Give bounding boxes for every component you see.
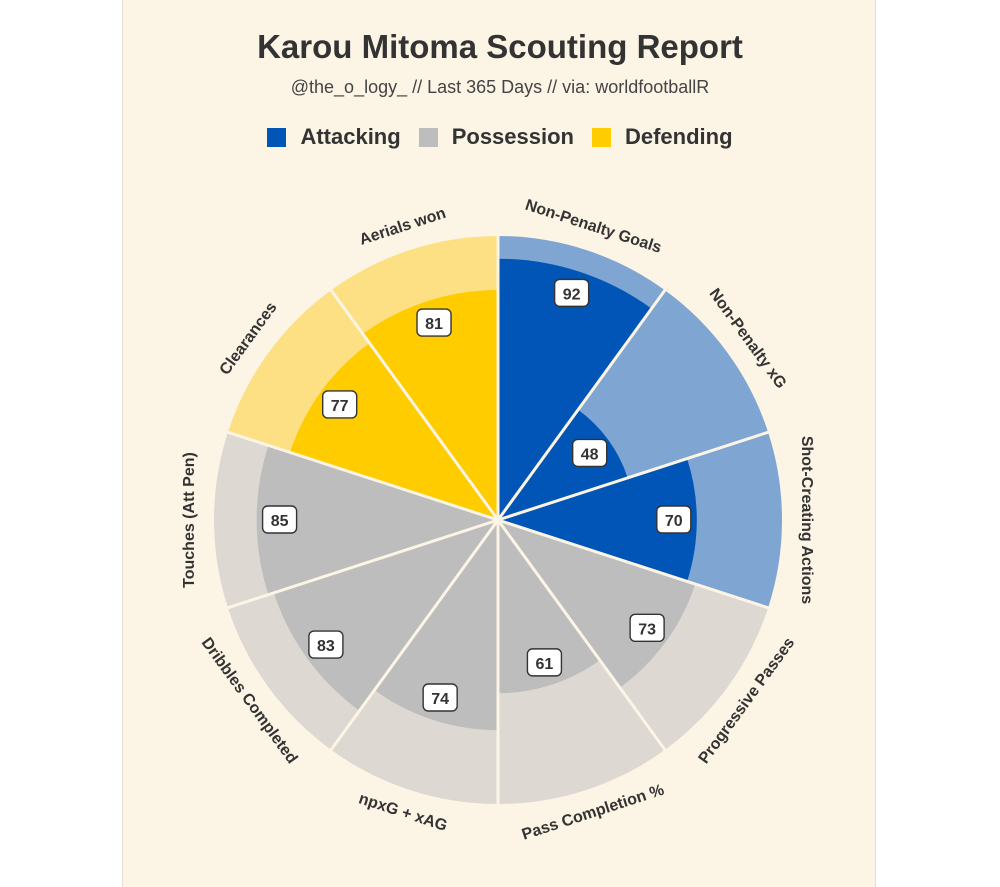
value-box bbox=[553, 278, 590, 308]
value-box bbox=[321, 390, 358, 419]
value-label-dribbles-completed: 83 bbox=[308, 630, 344, 659]
legend-swatch-defending bbox=[591, 127, 611, 147]
bar-dribbles-completed bbox=[273, 520, 498, 711]
legend-item-defending: Defending bbox=[591, 124, 733, 150]
value-text: 61 bbox=[536, 656, 554, 673]
slice-bars bbox=[256, 258, 697, 731]
legend-label-defending: Defending bbox=[624, 124, 733, 149]
value-label-pass-completion: 61 bbox=[526, 648, 563, 677]
legend: Attacking Possession Defending bbox=[0, 124, 1000, 150]
category-label-touches-att-pen: Touches (Att Pen) bbox=[181, 452, 198, 588]
chart-title: Karou Mitoma Scouting Report bbox=[257, 28, 743, 65]
slice-dividers bbox=[226, 235, 770, 805]
divider-line bbox=[226, 518, 499, 610]
category-label-shot-creating-actions: Shot-Creating Actions bbox=[798, 436, 815, 604]
divider-line bbox=[329, 519, 500, 752]
value-label-npxg-xag: 74 bbox=[422, 683, 458, 712]
chart-subtitle: @the_o_logy_ // Last 365 Days // via: wo… bbox=[290, 77, 710, 97]
legend-swatch-possession bbox=[418, 127, 438, 147]
bar-npxg-xag bbox=[374, 520, 498, 731]
legend-label-possession: Possession bbox=[451, 124, 574, 149]
value-label-touches-att-pen: 85 bbox=[261, 505, 298, 534]
divider-line bbox=[226, 430, 499, 522]
value-box bbox=[416, 308, 452, 337]
value-label-non-penalty-xg: 48 bbox=[571, 438, 608, 468]
value-box bbox=[308, 630, 344, 659]
value-box bbox=[526, 648, 563, 677]
value-box bbox=[571, 438, 608, 468]
divider-line bbox=[496, 288, 667, 521]
value-text: 92 bbox=[563, 286, 581, 303]
bar-non-penalty-xg bbox=[498, 409, 628, 520]
bar-shot-creating-actions bbox=[498, 458, 697, 582]
category-label-aerials-won: Aerials won bbox=[357, 205, 448, 249]
bar-progressive-passes bbox=[498, 520, 696, 688]
bar-clearances bbox=[290, 343, 498, 520]
value-box bbox=[422, 683, 458, 712]
legend-item-possession: Possession bbox=[418, 124, 574, 150]
value-text: 73 bbox=[638, 621, 656, 638]
value-label-non-penalty-goals: 92 bbox=[553, 278, 590, 308]
bar-non-penalty-goals bbox=[498, 258, 652, 520]
legend-swatch-attacking bbox=[267, 127, 287, 147]
value-box bbox=[656, 505, 692, 534]
divider-line bbox=[497, 430, 770, 522]
value-text: 85 bbox=[271, 513, 289, 530]
bar-aerials-won bbox=[362, 289, 498, 520]
value-label-aerials-won: 81 bbox=[416, 308, 452, 337]
value-label-clearances: 77 bbox=[321, 390, 358, 419]
legend-label-attacking: Attacking bbox=[300, 124, 401, 149]
value-text: 81 bbox=[425, 316, 443, 333]
legend-item-attacking: Attacking bbox=[267, 124, 401, 150]
value-labels: 92 48 70 73 61 74 83 85 77 81 bbox=[261, 278, 692, 712]
value-text: 74 bbox=[431, 691, 449, 708]
value-text: 83 bbox=[317, 638, 335, 655]
bar-touches-att-pen bbox=[256, 445, 498, 595]
value-text: 48 bbox=[581, 446, 599, 463]
divider-line bbox=[497, 518, 770, 610]
value-text: 77 bbox=[331, 398, 349, 415]
divider-line bbox=[329, 288, 500, 521]
value-box bbox=[629, 613, 665, 643]
bar-pass-completion bbox=[498, 520, 600, 694]
value-text: 70 bbox=[665, 513, 683, 530]
value-box bbox=[261, 505, 298, 534]
value-label-shot-creating-actions: 70 bbox=[656, 505, 692, 534]
category-label-npxg-xag: npxG + xAG bbox=[357, 790, 450, 835]
value-label-progressive-passes: 73 bbox=[629, 613, 665, 643]
divider-line bbox=[496, 519, 667, 752]
